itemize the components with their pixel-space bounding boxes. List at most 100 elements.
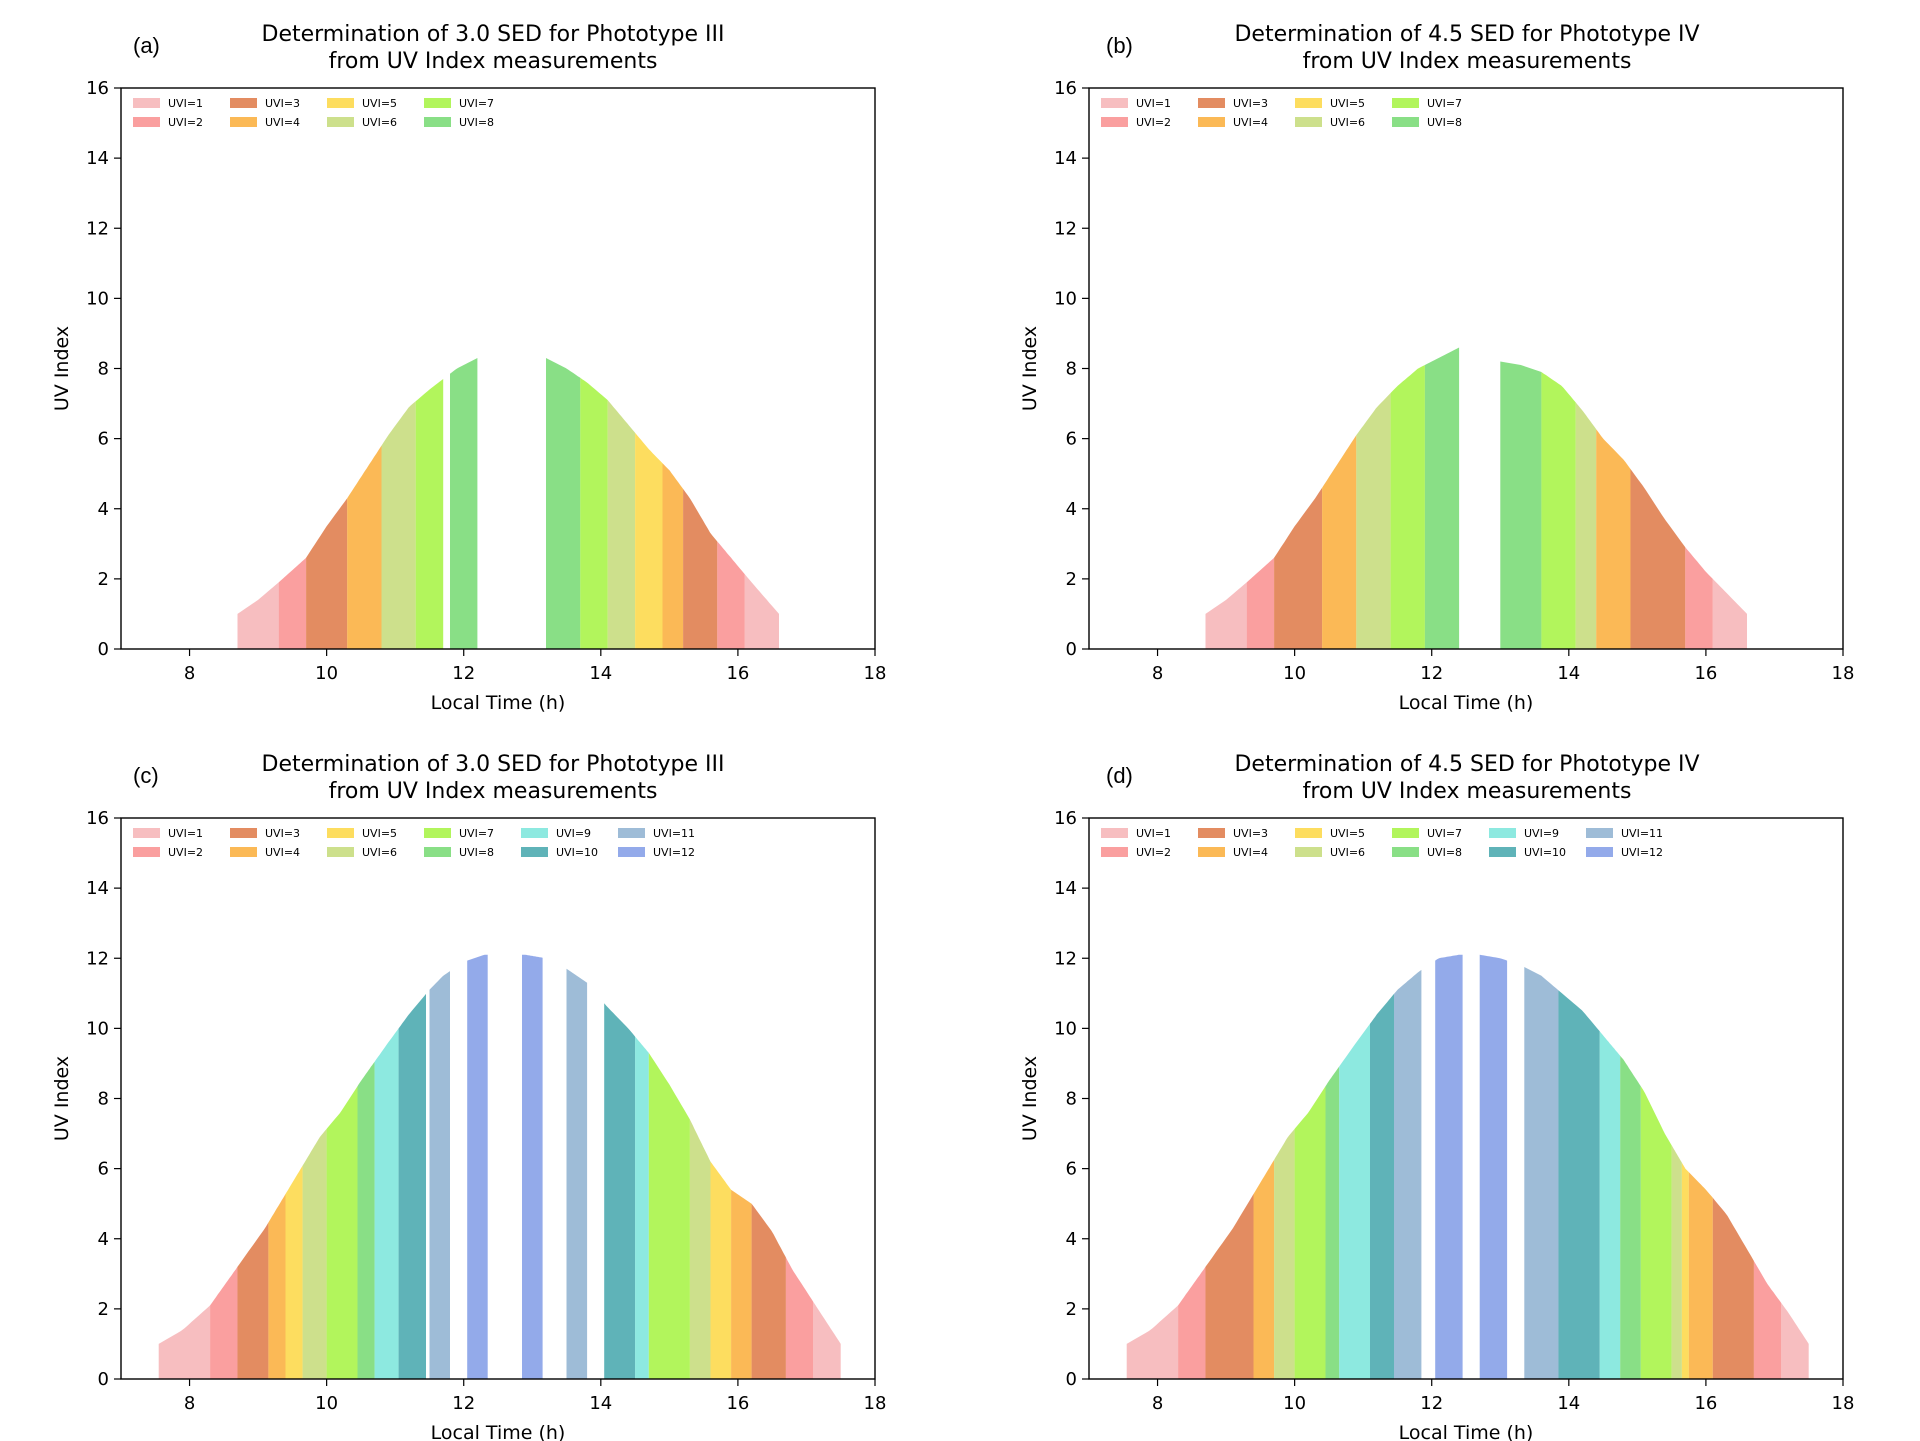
legend-label: UVI=3 [265,97,300,110]
band-uvi-7 [1640,1086,1672,1379]
band-uvi-1 [1126,1305,1179,1379]
legend-item: UVI=7 [424,827,494,840]
legend-item: UVI=10 [1489,846,1566,859]
y-tick-label: 6 [1066,1159,1077,1180]
legend-label: UVI=7 [459,97,494,110]
y-tick-label: 0 [1066,1369,1077,1390]
band-uvi-2 [1753,1261,1782,1379]
legend-item: UVI=7 [1392,827,1462,840]
band-uvi-6 [1575,402,1597,649]
band-uvi-11 [1524,967,1559,1379]
legend-item: UVI=5 [327,827,397,840]
uvi-bands [1205,347,1747,649]
x-tick-label: 14 [589,1393,612,1414]
legend-item: UVI=2 [1101,116,1171,129]
legend-label: UVI=4 [1233,116,1268,129]
band-uvi-2 [1178,1266,1206,1379]
band-uvi-10 [398,993,426,1379]
band-uvi-9 [1599,1031,1621,1379]
plot-frame [120,87,876,650]
legend-swatch [521,847,548,857]
band-uvi-11 [1394,969,1422,1379]
legend-swatch [133,98,160,108]
legend-item: UVI=3 [1198,827,1268,840]
legend-label: UVI=2 [168,116,203,129]
legend-swatch [1198,847,1225,857]
legend-item: UVI=6 [1295,846,1365,859]
legend-label: UVI=8 [459,846,494,859]
legend-label: UVI=6 [362,846,397,859]
y-tick-label: 10 [86,288,109,309]
x-tick-label: 10 [1283,1393,1306,1414]
x-axis-label: Local Time (h) [1399,1422,1534,1441]
chart-subtitle: from UV Index measurements [1303,49,1632,74]
legend-label: UVI=10 [1524,846,1566,859]
legend-label: UVI=4 [265,116,300,129]
x-tick-label: 8 [1152,1393,1163,1414]
band-uvi-1 [1712,578,1747,649]
y-tick-label: 16 [1054,808,1077,829]
band-uvi-3 [1274,487,1323,649]
y-tick-label: 2 [98,569,109,590]
legend-swatch [327,828,354,838]
legend-item: UVI=2 [133,846,203,859]
y-tick-label: 14 [1054,878,1077,899]
legend-label: UVI=7 [1427,97,1462,110]
band-uvi-4 [1688,1172,1713,1379]
legend-label: UVI=5 [362,97,397,110]
y-tick-label: 14 [86,148,109,169]
y-tick-label: 4 [1066,1229,1077,1250]
legend-swatch [327,117,354,127]
legend-item: UVI=3 [1198,97,1268,110]
y-tick-label: 4 [1066,499,1077,520]
x-tick-label: 8 [184,1393,195,1414]
legend-label: UVI=8 [459,116,494,129]
y-tick-label: 16 [86,78,109,99]
legend-swatch [1586,828,1613,838]
legend-item: UVI=8 [1392,846,1462,859]
legend: UVI=1 UVI=2 UVI=3 UVI=4 UVI=5 UVI=6 UVI=7 UVI=8… [1101,827,1663,859]
legend-item: UVI=6 [1295,116,1365,129]
band-uvi-8 [1424,347,1460,649]
legend-label: UVI=5 [1330,827,1365,840]
y-axis-label: UV Index [1019,326,1041,411]
legend-swatch [327,98,354,108]
band-uvi-4 [662,463,684,649]
legend: UVI=1 UVI=2 UVI=3 UVI=4 UVI=5 UVI=6 UVI=7 UVI=8 [1101,97,1462,129]
band-uvi-7 [326,1086,358,1379]
x-axis-label: Local Time (h) [431,692,566,714]
panel-label: (b) [1106,33,1133,58]
x-tick-label: 14 [589,663,612,684]
legend-item: UVI=1 [133,827,203,840]
band-uvi-2 [1246,557,1275,649]
y-tick-label: 8 [98,1089,109,1110]
y-tick-label: 10 [1054,1018,1077,1039]
legend-swatch [618,847,645,857]
band-uvi-1 [813,1301,841,1379]
legend-label: UVI=9 [556,827,591,840]
panel-label: (a) [133,33,160,58]
band-uvi-3 [683,488,718,649]
panel-d: (d) Determination of 4.5 SED for Phototyp… [1019,752,1854,1441]
legend-swatch [1295,98,1322,108]
legend-swatch [424,117,451,127]
legend-label: UVI=11 [653,827,695,840]
legend-swatch [424,828,451,838]
legend-label: UVI=12 [653,846,695,859]
legend-label: UVI=7 [459,827,494,840]
legend-item: UVI=6 [327,846,397,859]
legend-swatch [1392,847,1419,857]
band-uvi-2 [717,541,745,649]
legend-label: UVI=6 [362,116,397,129]
legend-label: UVI=4 [265,846,300,859]
y-tick-label: 16 [1054,78,1077,99]
band-uvi-12 [1479,954,1508,1379]
chart-subtitle: from UV Index measurements [329,779,658,804]
band-uvi-8 [1620,1055,1641,1379]
legend-item: UVI=2 [133,116,203,129]
y-tick-label: 2 [1066,1299,1077,1320]
band-uvi-10 [604,1003,636,1379]
legend-swatch [1295,828,1322,838]
y-tick-label: 10 [86,1018,109,1039]
